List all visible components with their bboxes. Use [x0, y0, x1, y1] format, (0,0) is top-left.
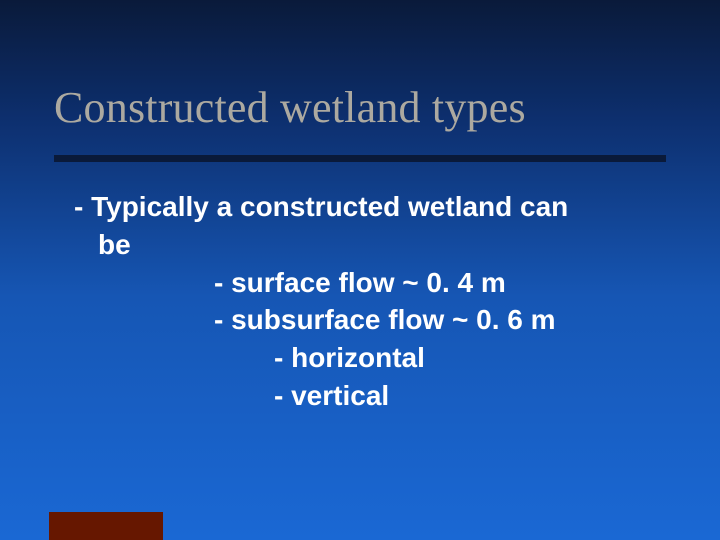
body-line: - subsurface flow ~ 0. 6 m — [74, 301, 664, 339]
body-line: - vertical — [74, 377, 664, 415]
body-line: be — [74, 226, 664, 264]
slide-title: Constructed wetland types — [54, 82, 526, 133]
slide: Constructed wetland types - Typically a … — [0, 0, 720, 540]
body-line: - surface flow ~ 0. 4 m — [74, 264, 664, 302]
body-line: - Typically a constructed wetland can — [74, 188, 664, 226]
title-underline — [54, 155, 666, 162]
accent-block — [49, 512, 163, 540]
slide-body: - Typically a constructed wetland can be… — [74, 188, 664, 415]
body-line: - horizontal — [74, 339, 664, 377]
